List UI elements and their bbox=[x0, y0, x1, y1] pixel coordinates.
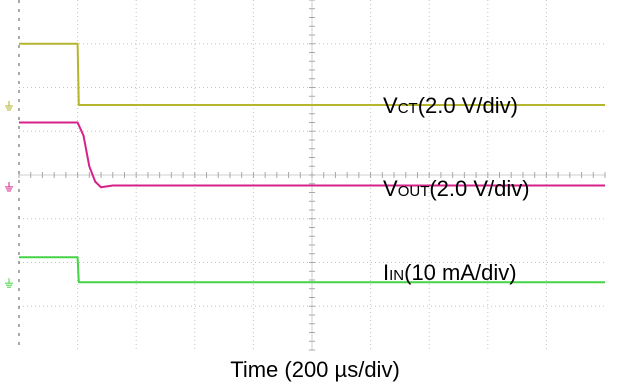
trace-label-iin: IIN(10 mA/div) bbox=[383, 260, 517, 285]
trace-series bbox=[19, 42, 605, 284]
trace-iin bbox=[19, 256, 605, 284]
trace-label-scale: (2.0 V/div) bbox=[418, 93, 518, 118]
trace-label-vout: VOUT(2.0 V/div) bbox=[383, 176, 530, 201]
trace-labels: VCT(2.0 V/div)VOUT(2.0 V/div)IIN(10 mA/d… bbox=[383, 93, 530, 285]
x-axis-label: Time (200 µs/div) bbox=[230, 357, 400, 382]
trace-label-subscript: CT bbox=[398, 100, 418, 117]
trace-vout bbox=[19, 121, 605, 189]
trace-vct bbox=[19, 42, 605, 106]
ground-marker bbox=[5, 181, 13, 192]
trace-label-vct: VCT(2.0 V/div) bbox=[383, 93, 518, 118]
trace-label-main: I bbox=[383, 260, 389, 285]
ground-marker bbox=[5, 101, 13, 111]
trace-label-subscript: OUT bbox=[398, 183, 430, 200]
trace-label-scale: (2.0 V/div) bbox=[429, 176, 529, 201]
plot-grid bbox=[18, 0, 606, 351]
trace-label-main: V bbox=[383, 93, 398, 118]
trace-label-subscript: IN bbox=[389, 267, 404, 284]
trace-label-main: V bbox=[383, 176, 398, 201]
ground-marker bbox=[5, 278, 13, 288]
ground-markers bbox=[5, 101, 13, 288]
trace-label-scale: (10 mA/div) bbox=[404, 260, 516, 285]
